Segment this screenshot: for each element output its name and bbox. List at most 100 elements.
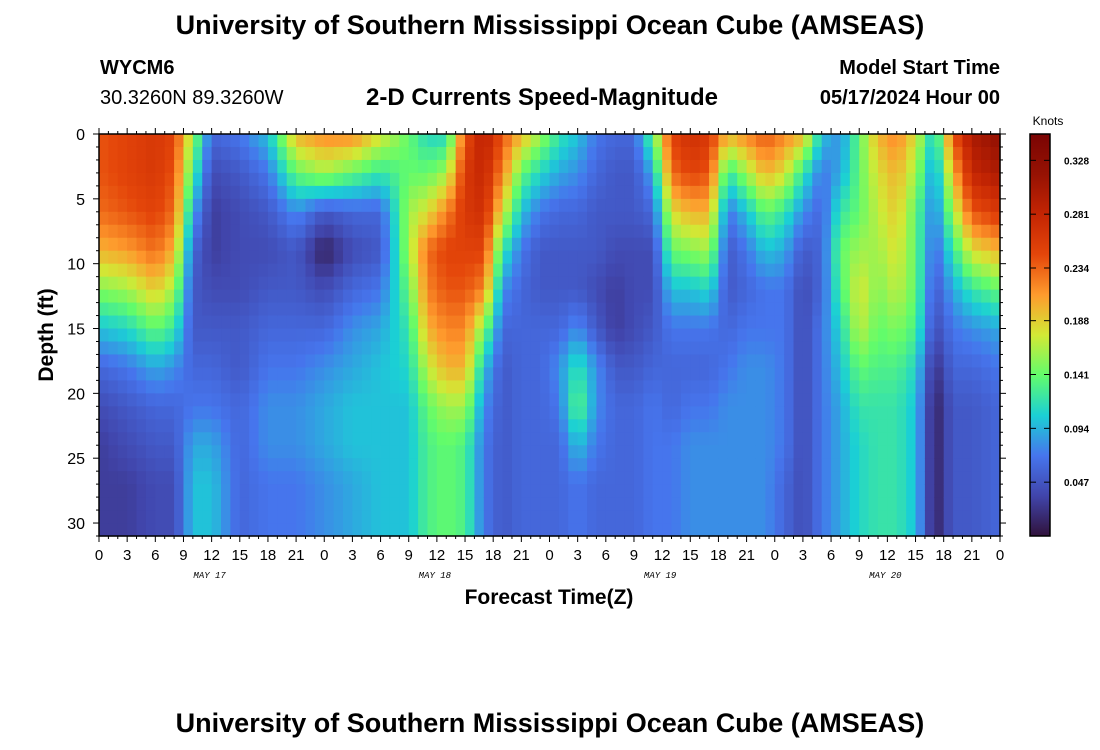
heatmap-cell xyxy=(699,185,710,200)
heatmap-cell xyxy=(286,432,297,446)
heatmap-cell xyxy=(896,289,907,304)
heatmap-cell xyxy=(408,341,419,356)
heatmap-cell xyxy=(333,393,344,407)
heatmap-cell xyxy=(690,354,701,369)
heatmap-cell xyxy=(277,432,288,446)
heatmap-cell xyxy=(746,211,757,226)
heatmap-cell xyxy=(784,211,795,226)
heatmap-cell xyxy=(962,211,973,226)
heatmap-cell xyxy=(718,211,729,226)
heatmap-cell xyxy=(108,406,119,420)
heatmap-cell xyxy=(136,341,147,356)
heatmap-cell xyxy=(709,185,720,200)
heatmap-cell xyxy=(324,276,335,291)
heatmap-cell xyxy=(605,432,616,446)
heatmap-cell xyxy=(774,315,785,330)
heatmap-cell xyxy=(343,406,354,420)
heatmap-cell xyxy=(436,250,447,265)
heatmap-cell xyxy=(483,393,494,407)
heatmap-cell xyxy=(324,354,335,369)
heatmap-cell xyxy=(399,341,410,356)
heatmap-cell xyxy=(455,341,466,356)
heatmap-cell xyxy=(831,471,842,485)
heatmap-cell xyxy=(258,146,269,161)
heatmap-cell xyxy=(192,302,203,317)
heatmap-cell xyxy=(211,224,222,239)
heatmap-cell xyxy=(643,471,654,485)
heatmap-cell xyxy=(99,237,109,252)
heatmap-cell xyxy=(868,185,879,200)
heatmap-cell xyxy=(709,432,720,446)
heatmap-cell xyxy=(530,198,541,213)
x-tick-label: 3 xyxy=(573,547,581,564)
heatmap-cell xyxy=(258,380,269,394)
heatmap-cell xyxy=(549,380,560,394)
heatmap-cell xyxy=(108,497,119,511)
heatmap-cell xyxy=(737,497,748,511)
heatmap-cell xyxy=(643,341,654,356)
heatmap-cell xyxy=(549,393,560,407)
heatmap-cell xyxy=(145,172,156,187)
heatmap-cell xyxy=(877,497,888,511)
heatmap-cell xyxy=(249,315,260,330)
heatmap-cell xyxy=(474,471,485,485)
heatmap-cell xyxy=(821,172,832,187)
heatmap-cell xyxy=(671,276,682,291)
heatmap-cell xyxy=(99,211,109,226)
heatmap-cell xyxy=(906,224,917,239)
heatmap-cell xyxy=(962,367,973,381)
heatmap-cell xyxy=(680,315,691,330)
heatmap-cell xyxy=(389,393,400,407)
heatmap-cell xyxy=(624,302,635,317)
heatmap-cell xyxy=(746,354,757,369)
heatmap-cell xyxy=(943,159,954,174)
heatmap-cell xyxy=(164,198,175,213)
heatmap-cell xyxy=(333,224,344,239)
heatmap-cell xyxy=(352,354,363,369)
heatmap-cell xyxy=(540,315,551,330)
heatmap-cell xyxy=(568,211,579,226)
heatmap-cell xyxy=(286,419,297,433)
heatmap-cell xyxy=(465,250,476,265)
heatmap-cell xyxy=(418,276,429,291)
heatmap-cell xyxy=(802,263,813,278)
heatmap-cell xyxy=(718,471,729,485)
heatmap-cell xyxy=(633,328,644,343)
heatmap-cell xyxy=(221,393,231,407)
heatmap-cell xyxy=(953,458,964,472)
heatmap-cell xyxy=(596,289,607,304)
heatmap-cell xyxy=(474,380,485,394)
heatmap-cell xyxy=(380,159,391,174)
heatmap-cell xyxy=(755,211,766,226)
heatmap-cell xyxy=(934,367,945,381)
heatmap-cell xyxy=(755,263,766,278)
heatmap-cell xyxy=(230,510,241,524)
heatmap-cell xyxy=(887,406,898,420)
heatmap-cell xyxy=(277,341,288,356)
heatmap-cell xyxy=(755,146,766,161)
heatmap-cell xyxy=(765,328,776,343)
heatmap-cell xyxy=(324,393,335,407)
heatmap-cell xyxy=(192,432,203,446)
heatmap-cell xyxy=(258,289,269,304)
heatmap-cell xyxy=(821,419,832,433)
heatmap-cell xyxy=(953,198,964,213)
heatmap-cell xyxy=(596,146,607,161)
heatmap-cell xyxy=(793,263,804,278)
x-tick-label: 0 xyxy=(95,547,103,564)
heatmap-cell xyxy=(812,341,823,356)
heatmap-cell xyxy=(493,159,504,174)
heatmap-cell xyxy=(558,159,569,174)
heatmap-cell xyxy=(455,302,466,317)
heatmap-cell xyxy=(174,159,185,174)
heatmap-cell xyxy=(840,224,851,239)
heatmap-cell xyxy=(314,224,325,239)
heatmap-cell xyxy=(680,380,691,394)
heatmap-cell xyxy=(915,523,926,537)
heatmap-cell xyxy=(174,393,185,407)
heatmap-cell xyxy=(774,134,785,148)
heatmap-cell xyxy=(840,393,851,407)
heatmap-cell xyxy=(277,134,288,148)
heatmap-cell xyxy=(765,471,776,485)
heatmap-cell xyxy=(540,185,551,200)
